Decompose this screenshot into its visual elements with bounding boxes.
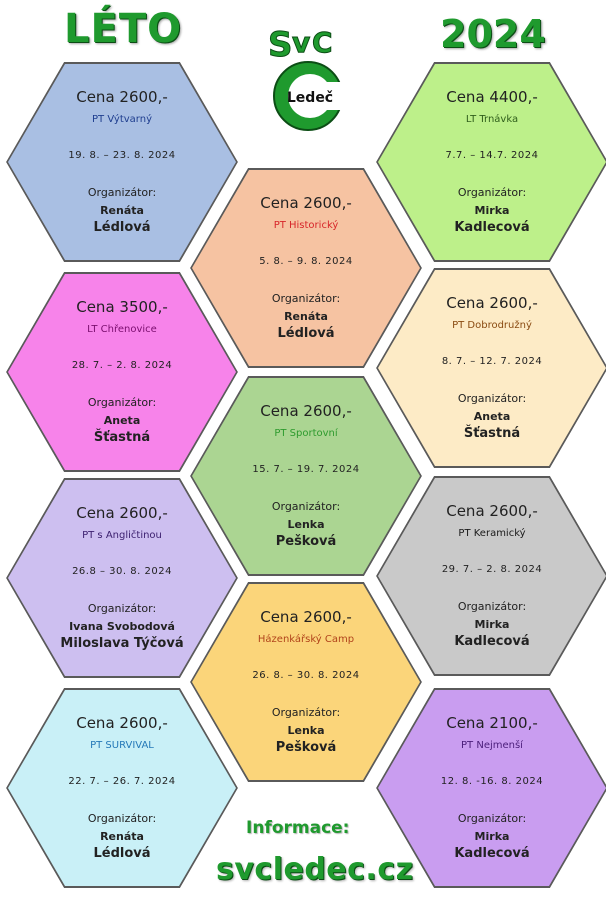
camp-name: PT Sportovní [274,428,338,439]
organizer-first: Aneta [473,410,511,423]
organizer-second: Kadlecová [454,220,530,235]
organizer-second: Kadlecová [454,634,530,649]
info-label: Informace: [246,818,350,838]
hex-fill [8,480,236,676]
camp-card: Cena 2600,- PT SURVIVAL 22. 7. – 26. 7. 20… [6,688,238,888]
organizer-label: Organizátor: [271,500,341,513]
organizer-label: Organizátor: [87,602,157,615]
hex-fill [8,690,236,886]
camp-card: Cena 2600,- PT Historický 5. 8. – 9. 8. 20… [190,168,422,368]
camp-price: Cena 2600,- [260,608,352,626]
camp-dates: 8. 7. – 12. 7. 2024 [441,356,543,367]
camp-price: Cena 2600,- [76,714,168,732]
camp-price: Cena 2600,- [446,294,538,312]
organizer-second: Lédlová [93,846,151,861]
organizer-first: Lenka [287,518,325,531]
organizer-label: Organizátor: [457,812,527,825]
camp-dates: 15. 7. – 19. 7. 2024 [252,464,360,475]
svg-text:v: v [292,26,310,59]
camp-card: Cena 2600,- PT Dobrodružný 8. 7. – 12. 7. … [376,268,606,468]
camp-name: PT Nejmenší [461,740,523,751]
camp-name: LT Chřenovice [87,324,157,335]
organizer-second: Lédlová [93,220,151,235]
organizer-label: Organizátor: [271,706,341,719]
camp-dates: 5. 8. – 9. 8. 2024 [259,256,353,267]
organizer-second: Šťastná [463,426,521,441]
camp-name: PT SURVIVAL [90,740,154,751]
organizer-label: Organizátor: [87,812,157,825]
hex-fill [192,584,420,780]
camp-card: Cena 2600,- PT Sportovní 15. 7. – 19. 7. 2… [190,376,422,576]
camp-dates: 28. 7. – 2. 8. 2024 [71,360,173,371]
camp-card: Cena 2600,- Házenkářský Camp 26. 8. – 30. … [190,582,422,782]
camp-dates: 26.8 – 30. 8. 2024 [72,566,172,577]
organizer-first: Mirka [474,830,510,843]
camp-price: Cena 2600,- [260,194,352,212]
organizer-second: Pešková [275,740,337,755]
svg-text:C: C [312,26,333,59]
camp-dates: 7.7. – 14.7. 2024 [445,150,539,161]
organizer-first: Mirka [474,204,510,217]
organizer-label: Organizátor: [457,392,527,405]
svg-text:S: S [268,25,293,65]
camp-name: PT Historický [273,220,339,231]
organizer-label: Organizátor: [457,186,527,199]
camp-name: PT Dobrodružný [452,320,532,331]
organizer-first: Aneta [103,414,141,427]
camp-dates: 29. 7. – 2. 8. 2024 [441,564,543,575]
camp-price: Cena 2600,- [260,402,352,420]
camp-price: Cena 2600,- [76,88,168,106]
camp-name: PT s Angličtinou [82,530,162,541]
organizer-label: Organizátor: [457,600,527,613]
camp-dates: 26. 8. – 30. 8. 2024 [252,670,360,681]
organizer-label: Organizátor: [87,186,157,199]
camp-card: Cena 4400,- LT Trnávka 7.7. – 14.7. 2024 Or… [376,62,606,262]
organizer-second: Miloslava Týčová [60,636,184,651]
svc-ledec-logo: S v C Ledeč [268,25,354,131]
camp-dates: 19. 8. – 23. 8. 2024 [68,150,176,161]
organizer-label: Organizátor: [271,292,341,305]
camp-price: Cena 2100,- [446,714,538,732]
camp-name: LT Trnávka [465,114,519,125]
camp-card: Cena 2600,- PT Keramický 29. 7. – 2. 8. 20… [376,476,606,676]
logo-town: Ledeč [287,90,333,106]
organizer-second: Pešková [275,534,337,549]
camp-card: Cena 2600,- PT s Angličtinou 26.8 – 30. 8.… [6,478,238,678]
hex-fill [378,690,606,886]
camp-name: Házenkářský Camp [257,634,355,645]
camp-card: Cena 2600,- PT Výtvarný 19. 8. – 23. 8. 20… [6,62,238,262]
organizer-label: Organizátor: [87,396,157,409]
organizer-first: Renáta [100,204,144,217]
organizer-first: Renáta [100,830,144,843]
camp-name: PT Výtvarný [92,114,152,125]
organizer-first: Mirka [474,618,510,631]
camp-price: Cena 3500,- [76,298,168,316]
camp-card: Cena 3500,- LT Chřenovice 28. 7. – 2. 8. 2… [6,272,238,472]
organizer-first: Ivana Svobodová [69,620,175,633]
organizer-second: Kadlecová [454,846,530,861]
camp-price: Cena 4400,- [446,88,538,106]
camp-price: Cena 2600,- [76,504,168,522]
website-link[interactable]: svcledec.cz [216,852,414,887]
organizer-first: Renáta [284,310,328,323]
camp-dates: 12. 8. -16. 8. 2024 [440,776,544,787]
organizer-second: Šťastná [93,430,151,445]
camp-dates: 22. 7. – 26. 7. 2024 [68,776,176,787]
title-year: 2024 [440,12,546,56]
organizer-second: Lédlová [277,326,335,341]
title-leto: LÉTO [64,6,183,52]
camp-price: Cena 2600,- [446,502,538,520]
camp-name: PT Keramický [458,528,526,539]
organizer-first: Lenka [287,724,325,737]
